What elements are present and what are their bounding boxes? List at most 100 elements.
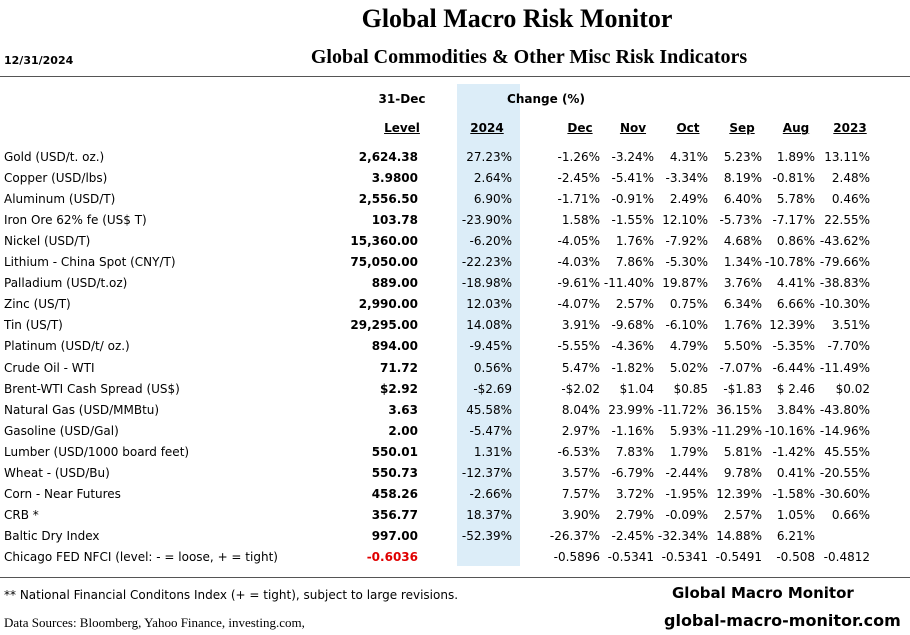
change-cell: -6.53% xyxy=(557,444,600,459)
change-cell: 19.87% xyxy=(662,276,708,291)
change-cell: 12.39% xyxy=(716,486,762,501)
change-cell: 5.23% xyxy=(723,150,762,164)
change-cell: 2.97% xyxy=(561,423,600,438)
change-cell: 18.37% xyxy=(466,507,512,522)
change-cell: $0.02 xyxy=(835,381,870,396)
change-cell: 4.68% xyxy=(723,234,762,249)
change-cell: -12.37% xyxy=(461,465,512,480)
change-cell: 2.64% xyxy=(473,171,512,186)
change-cell: -1.82% xyxy=(611,360,654,375)
change-cell: 5.02% xyxy=(669,360,708,375)
change-cell: -6.79% xyxy=(611,465,654,480)
change-cell: 6.21% xyxy=(776,528,815,543)
change-cell: -0.5896 xyxy=(553,549,600,564)
level-cell: 550.01 xyxy=(371,444,418,459)
change-cell: 3.91% xyxy=(561,318,600,333)
change-cell: 2.49% xyxy=(669,192,708,207)
level-cell: -0.6036 xyxy=(366,549,418,564)
change-cell: -26.37% xyxy=(549,528,600,543)
change-cell: $1.04 xyxy=(619,381,654,396)
change-cell: 14.08% xyxy=(466,318,512,333)
change-cell: -0.4812 xyxy=(823,549,870,564)
change-cell: -1.58% xyxy=(772,486,815,501)
change-cell: 7.57% xyxy=(561,486,600,501)
change-cell: -6.10% xyxy=(665,318,708,333)
change-cell: -5.41% xyxy=(611,171,654,186)
change-cell: 13.11% xyxy=(824,150,870,164)
level-cell: 356.77 xyxy=(371,507,418,522)
change-cell: 0.56% xyxy=(473,360,512,375)
change-cell: 0.66% xyxy=(831,507,870,522)
change-cell: $0.85 xyxy=(673,381,708,396)
change-cell: -32.34% xyxy=(657,528,708,543)
level-cell: 2,624.38 xyxy=(358,150,418,164)
change-cell: 23.99% xyxy=(608,402,654,417)
site: global-macro-monitor.com xyxy=(664,611,901,630)
change-cell: 1.76% xyxy=(723,318,762,333)
change-cell: -43.62% xyxy=(819,234,870,249)
column-header: 2024 xyxy=(470,121,504,135)
change-cell: -$1.83 xyxy=(723,381,762,396)
change-cell: 1.76% xyxy=(615,234,654,249)
date: 12/31/2024 xyxy=(4,54,74,67)
change-cell: 12.03% xyxy=(466,297,512,312)
change-cell: -5.47% xyxy=(469,423,512,438)
change-cell: 3.84% xyxy=(776,402,815,417)
change-cell: -18.98% xyxy=(461,276,512,291)
rule xyxy=(0,577,910,578)
row-label: Baltic Dry Index xyxy=(4,528,100,543)
row-label: CRB * xyxy=(4,507,39,522)
change-cell: 1.05% xyxy=(776,507,815,522)
change-cell: 14.88% xyxy=(716,528,762,543)
change-cell: -4.36% xyxy=(611,339,654,354)
change-cell: -30.60% xyxy=(819,486,870,501)
change-cell: 3.76% xyxy=(723,276,762,291)
change-cell: 8.04% xyxy=(561,402,600,417)
change-cell: 2.57% xyxy=(615,297,654,312)
change-cell: -2.45% xyxy=(557,171,600,186)
level-cell: 889.00 xyxy=(371,276,418,291)
group-header: 31-Dec xyxy=(378,92,426,106)
change-cell: 27.23% xyxy=(466,150,512,164)
change-cell: -2.44% xyxy=(665,465,708,480)
change-cell: -5.55% xyxy=(557,339,600,354)
change-cell: -2.66% xyxy=(469,486,512,501)
change-cell: -0.5341 xyxy=(661,549,708,564)
rule xyxy=(0,76,910,77)
column-header: Level xyxy=(384,121,420,135)
change-cell: 2.79% xyxy=(615,507,654,522)
change-cell: 0.41% xyxy=(776,465,815,480)
change-cell: -1.95% xyxy=(665,486,708,501)
row-label: Zinc (US/T) xyxy=(4,297,71,312)
level-cell: 550.73 xyxy=(371,465,418,480)
change-cell: -52.39% xyxy=(461,528,512,543)
change-cell: 6.40% xyxy=(723,192,762,207)
change-cell: -14.96% xyxy=(819,423,870,438)
change-cell: -10.16% xyxy=(764,423,815,438)
change-cell: -10.78% xyxy=(764,255,815,270)
change-cell: 4.31% xyxy=(669,150,708,164)
change-cell: -38.83% xyxy=(819,276,870,291)
change-cell: 12.39% xyxy=(769,318,815,333)
level-cell: 2.00 xyxy=(388,423,418,438)
change-cell: 5.50% xyxy=(723,339,762,354)
change-cell: 7.86% xyxy=(615,255,654,270)
change-cell: -$2.69 xyxy=(473,381,512,396)
change-cell: -2.45% xyxy=(611,528,654,543)
change-cell: 6.90% xyxy=(473,192,512,207)
change-cell: 6.66% xyxy=(776,297,815,312)
change-cell: 2.57% xyxy=(723,507,762,522)
column-header: Oct xyxy=(676,121,700,135)
level-cell: 2,556.50 xyxy=(358,192,418,207)
change-cell: 9.78% xyxy=(723,465,762,480)
row-label: Lithium - China Spot (CNY/T) xyxy=(4,255,176,270)
change-cell: 45.58% xyxy=(466,402,512,417)
row-label: Platinum (USD/t/ oz.) xyxy=(4,339,130,354)
change-cell: 1.34% xyxy=(723,255,762,270)
change-cell: -$2.02 xyxy=(561,381,600,396)
level-cell: 15,360.00 xyxy=(350,234,418,249)
change-cell: -7.17% xyxy=(772,213,815,228)
row-label: Palladium (USD/t.oz) xyxy=(4,276,128,291)
change-cell: 1.58% xyxy=(561,213,600,228)
